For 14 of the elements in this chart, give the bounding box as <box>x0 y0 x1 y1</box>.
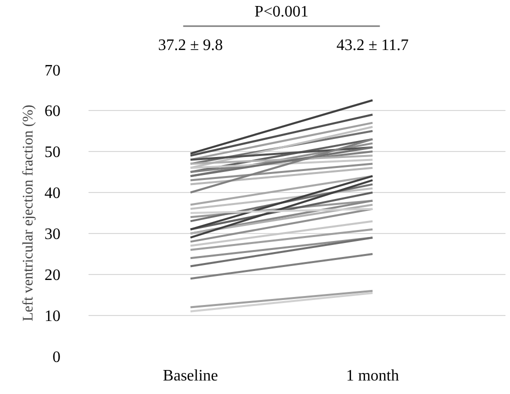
y-tick-label: 10 <box>44 308 60 325</box>
text: 43.2 ± 11.7 <box>336 36 409 54</box>
y-tick-label: 40 <box>44 185 60 202</box>
x-tick-label: 1 month <box>346 368 400 384</box>
y-axis-title: Left ventricular ejection fraction (%) <box>20 104 36 322</box>
text: P<0.001 <box>254 4 308 21</box>
y-tick-label: 60 <box>44 103 60 120</box>
y-tick-label: 0 <box>52 349 60 366</box>
y-tick-label: 70 <box>44 62 60 80</box>
y-tick-label: 20 <box>44 267 60 284</box>
y-tick-label: 30 <box>44 226 60 243</box>
y-tick-label: 50 <box>44 144 60 161</box>
text: 37.2 ± 9.8 <box>158 36 223 54</box>
x-tick-label: Baseline <box>162 368 218 384</box>
